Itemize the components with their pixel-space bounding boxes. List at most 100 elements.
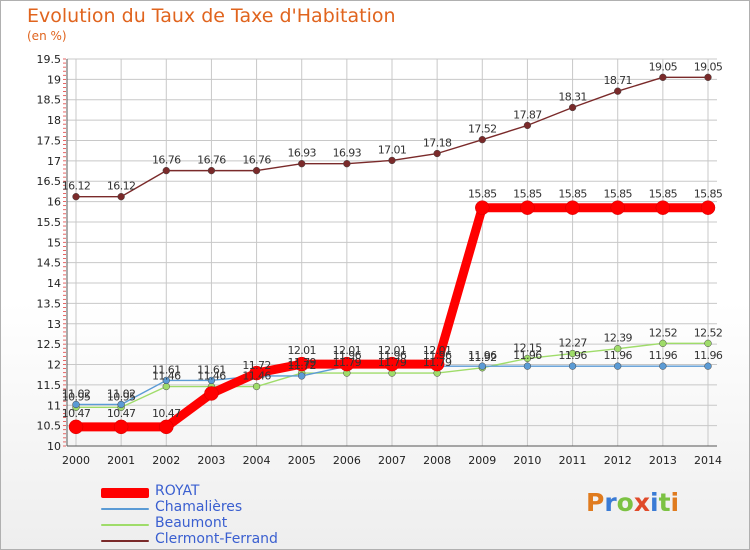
point-royat xyxy=(565,200,580,215)
axes: 1010.51111.51212.51313.51414.51515.51616… xyxy=(37,53,723,467)
x-tick-label: 2000 xyxy=(62,454,90,467)
data-label-chamali-res: 11.96 xyxy=(468,349,497,362)
data-label-clermont-ferrand: 17.01 xyxy=(378,143,407,156)
data-label-chamali-res: 11.96 xyxy=(333,349,362,362)
data-label-clermont-ferrand: 19.05 xyxy=(694,60,723,73)
y-tick-label: 12.5 xyxy=(37,338,62,351)
data-label-chamali-res: 11.96 xyxy=(378,349,407,362)
x-tick-label: 2001 xyxy=(107,454,135,467)
point-royat xyxy=(655,200,671,215)
x-tick-label: 2005 xyxy=(288,454,316,467)
logo-letter: o xyxy=(616,488,634,517)
point-clermont-ferrand xyxy=(568,103,577,112)
x-tick-label: 2011 xyxy=(559,454,587,467)
data-label-beaumont: 11.79 xyxy=(287,356,316,369)
data-label-royat: 15.85 xyxy=(603,188,632,201)
data-label-clermont-ferrand: 16.12 xyxy=(62,180,91,193)
data-label-beaumont: 11.46 xyxy=(152,370,181,383)
point-chamali-res xyxy=(704,362,712,370)
data-label-clermont-ferrand: 17.87 xyxy=(513,108,542,121)
point-royat xyxy=(68,419,84,435)
data-label-clermont-ferrand: 16.12 xyxy=(107,180,136,193)
data-label-beaumont: 11.79 xyxy=(423,356,452,369)
point-clermont-ferrand xyxy=(478,136,486,144)
point-royat xyxy=(339,356,355,372)
data-label-royat: 12.01 xyxy=(333,344,362,357)
point-royat xyxy=(700,200,716,215)
y-tick-label: 17 xyxy=(47,155,61,168)
point-royat xyxy=(113,419,129,435)
x-tick-label: 2006 xyxy=(333,454,361,467)
data-labels: 16.12 16.12 16.76 16.76 16.76 16.93 16.93 17.01… xyxy=(62,60,724,420)
y-tick-label: 15.5 xyxy=(37,216,62,229)
proxiti-logo: Proxiti xyxy=(586,488,679,517)
point-clermont-ferrand xyxy=(72,193,80,201)
point-clermont-ferrand xyxy=(523,121,532,130)
point-chamali-res xyxy=(207,376,216,385)
point-chamali-res xyxy=(478,362,486,370)
data-label-royat: 12.01 xyxy=(378,344,407,357)
y-tick-label: 15 xyxy=(47,236,61,249)
y-tick-label: 17.5 xyxy=(37,134,62,147)
y-tick-label: 13 xyxy=(47,318,61,331)
data-label-royat: 15.85 xyxy=(649,188,678,201)
logo-letter: P xyxy=(586,488,605,517)
x-tick-label: 2003 xyxy=(197,454,225,467)
data-label-chamali-res: 11.96 xyxy=(558,349,587,362)
data-label-clermont-ferrand: 16.93 xyxy=(333,147,362,160)
point-clermont-ferrand xyxy=(433,149,441,158)
data-label-chamali-res: 11.96 xyxy=(649,349,678,362)
point-chamali-res xyxy=(659,362,667,370)
legend-label-beaumont: Beaumont xyxy=(155,515,228,531)
data-label-chamali-res: 11.72 xyxy=(287,359,316,372)
point-royat xyxy=(475,200,490,215)
data-label-chamali-res: 11.02 xyxy=(107,387,136,400)
data-label-beaumont: 12.52 xyxy=(649,326,678,339)
point-royat xyxy=(384,356,400,372)
data-label-beaumont: 12.27 xyxy=(558,337,587,350)
y-tick-label: 18.5 xyxy=(37,94,62,107)
x-tick-label: 2012 xyxy=(604,454,632,467)
y-tick-label: 19.5 xyxy=(37,53,62,66)
legend-swatch-beaumont xyxy=(101,524,149,526)
data-label-clermont-ferrand: 16.76 xyxy=(242,154,271,167)
data-label-beaumont: 10.95 xyxy=(62,390,91,403)
data-label-clermont-ferrand: 16.76 xyxy=(197,154,226,167)
logo-letter: x xyxy=(633,488,650,517)
point-chamali-res xyxy=(298,372,306,380)
data-label-beaumont: 11.79 xyxy=(333,356,362,369)
point-clermont-ferrand xyxy=(252,166,261,175)
point-chamali-res xyxy=(523,362,532,370)
data-label-chamali-res: 11.96 xyxy=(423,349,452,362)
data-label-royat: 12.01 xyxy=(423,344,452,357)
point-clermont-ferrand xyxy=(162,166,170,175)
point-royat xyxy=(204,386,219,401)
y-tick-label: 10 xyxy=(47,440,61,453)
point-clermont-ferrand xyxy=(388,156,396,165)
data-label-clermont-ferrand: 16.76 xyxy=(152,154,181,167)
data-label-clermont-ferrand: 18.71 xyxy=(603,74,632,87)
point-beaumont xyxy=(523,354,532,363)
legend-label-royat: ROYAT xyxy=(155,483,200,499)
point-beaumont xyxy=(568,349,577,358)
x-tick-label: 2009 xyxy=(468,454,496,467)
data-label-clermont-ferrand: 17.18 xyxy=(423,137,452,150)
data-label-royat: 15.85 xyxy=(468,188,497,201)
data-label-chamali-res: 11.61 xyxy=(152,363,181,376)
series-lines xyxy=(68,73,716,435)
y-tick-label: 10.5 xyxy=(37,420,62,433)
point-beaumont xyxy=(252,382,261,391)
data-label-beaumont: 11.46 xyxy=(197,370,226,383)
point-clermont-ferrand xyxy=(207,166,216,175)
point-royat xyxy=(429,356,445,372)
chart-title: Evolution du Taux de Taxe d'Habitation xyxy=(27,5,396,27)
logo-letter: i xyxy=(670,488,680,517)
y-tick-label: 14.5 xyxy=(37,257,62,270)
data-label-beaumont: 11.92 xyxy=(468,351,497,364)
point-chamali-res xyxy=(72,400,80,409)
data-label-beaumont: 10.95 xyxy=(107,390,136,403)
logo-letter: t xyxy=(658,488,671,517)
data-label-chamali-res: 11.02 xyxy=(62,387,91,400)
y-tick-label: 12 xyxy=(47,359,61,372)
point-clermont-ferrand xyxy=(117,193,125,201)
